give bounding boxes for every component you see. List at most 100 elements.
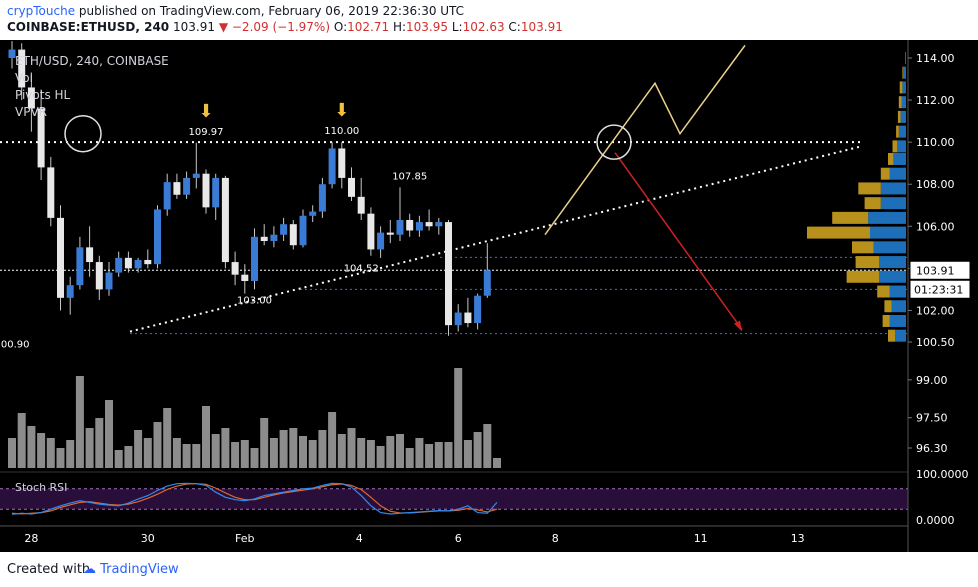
rsi-band <box>0 488 908 510</box>
volume-bar <box>211 434 220 468</box>
volume-bar <box>46 438 55 468</box>
change-arrow-icon: ▼ <box>218 20 229 34</box>
volume-bar <box>434 442 443 468</box>
volume-bar <box>328 412 337 468</box>
legend-pivots[interactable]: Pivots HL <box>15 88 71 102</box>
x-tick-label: 28 <box>24 532 38 545</box>
pivot-label: 104.52 <box>344 263 379 274</box>
candle-down <box>367 213 375 250</box>
low-value: 102.63 <box>462 20 505 34</box>
candle-up <box>396 219 404 235</box>
volume-bar <box>56 448 65 468</box>
candle-down <box>27 87 35 109</box>
y-tick-label: 99.00 <box>916 374 948 387</box>
volume-bar <box>105 400 113 468</box>
volume-bar <box>8 438 16 468</box>
volume-bar <box>279 430 288 468</box>
candle-down <box>18 49 26 88</box>
volume-bar <box>37 433 46 468</box>
author-link[interactable]: crypTouche <box>7 4 76 18</box>
footer: Created with ☁ TradingView <box>0 552 978 587</box>
vpvr-down-bar <box>898 96 902 109</box>
pivot-labels: 109.97 ⬇ 110.00 ⬇ 107.85 104.52 103.00 100.90 <box>0 100 427 350</box>
volume-bar <box>357 438 366 468</box>
vpvr-up-bar <box>873 241 906 254</box>
vpvr-down-bar <box>888 152 894 165</box>
candle-down <box>406 219 414 231</box>
volume-bar <box>17 413 26 468</box>
candle-down <box>348 177 355 197</box>
vpvr-up-bar <box>879 256 906 269</box>
vpvr-up-bar <box>895 329 906 342</box>
pivot-arrow-icon: ⬇ <box>334 100 349 121</box>
volume-bar <box>27 426 36 468</box>
volume-bar <box>454 368 463 468</box>
vpvr-up-bar <box>893 152 906 165</box>
last-price: 103.91 <box>172 20 215 34</box>
candle-up <box>66 285 74 298</box>
volume-bar <box>85 428 94 468</box>
volume-bar <box>473 432 482 468</box>
volume-bar <box>483 424 492 468</box>
vpvr-up-bar <box>880 182 906 195</box>
vpvr-up-bar <box>901 96 906 109</box>
candle-down <box>37 108 45 168</box>
tradingview-logo[interactable]: ☁ TradingView <box>83 562 179 577</box>
legend-title[interactable]: ETH/USD, 240, COINBASE <box>15 54 169 68</box>
candle-up <box>154 209 161 265</box>
volume-bar <box>269 438 278 468</box>
vpvr-down-bar <box>892 140 897 153</box>
candle-up <box>299 215 307 246</box>
grid <box>0 141 908 335</box>
tradingview-brand: TradingView <box>100 562 179 577</box>
vpvr-down-bar <box>882 314 890 327</box>
pivot-label: 109.97 <box>189 127 224 138</box>
volume-bar <box>95 418 104 468</box>
candle-down <box>260 236 268 242</box>
x-tick-label: 30 <box>141 532 155 545</box>
vpvr-down-bar <box>807 226 870 239</box>
chart-legend: ETH/USD, 240, COINBASE Vol Pivots HL VPV… <box>15 53 169 121</box>
candle-up <box>251 236 258 281</box>
candle-up <box>163 182 171 210</box>
candle-down <box>386 232 394 235</box>
x-tick-label: 4 <box>356 532 363 545</box>
vpvr-down-bar <box>902 66 904 79</box>
candle-up <box>318 184 326 212</box>
pivot-arrow-icon: ⬇ <box>198 101 213 122</box>
volume-bar <box>240 440 249 468</box>
pivot-label: 103.00 <box>237 295 272 306</box>
vpvr-up-bar <box>903 66 906 79</box>
price-change: −2.09 (−1.97%) <box>231 20 331 34</box>
high-label: H: <box>392 20 407 34</box>
x-tick-label: 6 <box>455 532 462 545</box>
y-tick-label: 102.00 <box>916 304 955 317</box>
chart-header: crypTouche published on TradingView.com,… <box>0 0 978 40</box>
candle-down <box>241 274 249 281</box>
volume-bar <box>337 434 346 468</box>
highlight-circle <box>596 124 632 160</box>
volume-bar <box>425 444 434 468</box>
candle-up <box>328 148 336 185</box>
volume-bar <box>124 446 133 468</box>
candle-up <box>134 259 142 269</box>
candle-up <box>377 232 385 250</box>
vpvr-up-bar <box>891 300 906 313</box>
candle-down <box>338 148 346 178</box>
vpvr-profile <box>807 52 906 342</box>
vpvr-down-bar <box>855 256 879 269</box>
x-tick-label: 8 <box>552 532 559 545</box>
x-tick-label: 13 <box>791 532 805 545</box>
legend-vol[interactable]: Vol <box>15 71 33 85</box>
volume-bar <box>415 438 424 468</box>
stoch-rsi-label[interactable]: Stoch RSI <box>15 481 68 494</box>
candle-up <box>309 211 317 216</box>
rsi-k-line <box>11 482 498 515</box>
candle-down <box>86 247 94 263</box>
candle-up <box>212 177 220 208</box>
candle-up <box>76 247 84 286</box>
price-chart[interactable]: 109.97 ⬇ 110.00 ⬇ 107.85 104.52 103.00 100.90 1… <box>0 40 978 552</box>
vpvr-down-bar <box>877 285 890 298</box>
candle-up <box>270 234 278 242</box>
legend-vpvr[interactable]: VPVR <box>15 105 47 119</box>
